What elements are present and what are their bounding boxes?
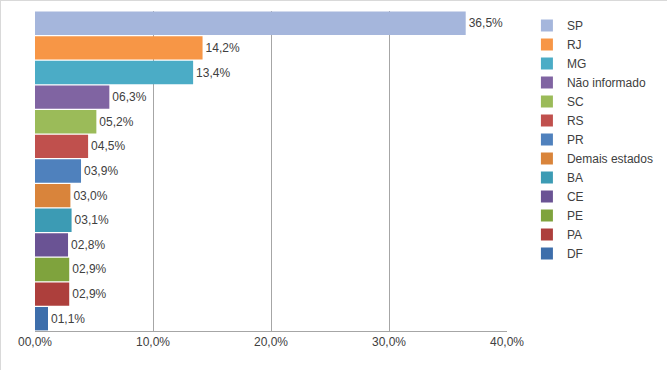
svg-text:Demais estados: Demais estados bbox=[567, 152, 653, 166]
svg-text:Não informado: Não informado bbox=[567, 76, 646, 90]
svg-text:30,0%: 30,0% bbox=[372, 335, 406, 349]
svg-text:RS: RS bbox=[567, 114, 584, 128]
svg-text:MG: MG bbox=[567, 57, 586, 71]
svg-text:SP: SP bbox=[567, 19, 583, 33]
svg-text:PR: PR bbox=[567, 133, 584, 147]
svg-text:00,0%: 00,0% bbox=[18, 335, 52, 349]
svg-text:05,2%: 05,2% bbox=[99, 115, 133, 129]
svg-text:CE: CE bbox=[567, 190, 584, 204]
svg-text:03,9%: 03,9% bbox=[84, 164, 118, 178]
svg-text:02,9%: 02,9% bbox=[72, 262, 106, 276]
svg-text:BA: BA bbox=[567, 171, 583, 185]
svg-text:RJ: RJ bbox=[567, 38, 582, 52]
svg-text:DF: DF bbox=[567, 247, 583, 261]
svg-text:02,9%: 02,9% bbox=[72, 287, 106, 301]
svg-text:36,5%: 36,5% bbox=[469, 16, 503, 30]
svg-text:40,0%: 40,0% bbox=[490, 335, 524, 349]
svg-text:06,3%: 06,3% bbox=[112, 90, 146, 104]
svg-text:01,1%: 01,1% bbox=[51, 312, 85, 326]
svg-text:03,1%: 03,1% bbox=[75, 213, 109, 227]
svg-text:14,2%: 14,2% bbox=[206, 41, 240, 55]
svg-text:04,5%: 04,5% bbox=[91, 139, 125, 153]
svg-text:03,0%: 03,0% bbox=[73, 189, 107, 203]
svg-text:02,8%: 02,8% bbox=[71, 238, 105, 252]
svg-text:20,0%: 20,0% bbox=[254, 335, 288, 349]
svg-text:PA: PA bbox=[567, 228, 582, 242]
svg-text:PE: PE bbox=[567, 209, 583, 223]
svg-text:10,0%: 10,0% bbox=[136, 335, 170, 349]
svg-text:13,4%: 13,4% bbox=[196, 66, 230, 80]
svg-text:SC: SC bbox=[567, 95, 584, 109]
